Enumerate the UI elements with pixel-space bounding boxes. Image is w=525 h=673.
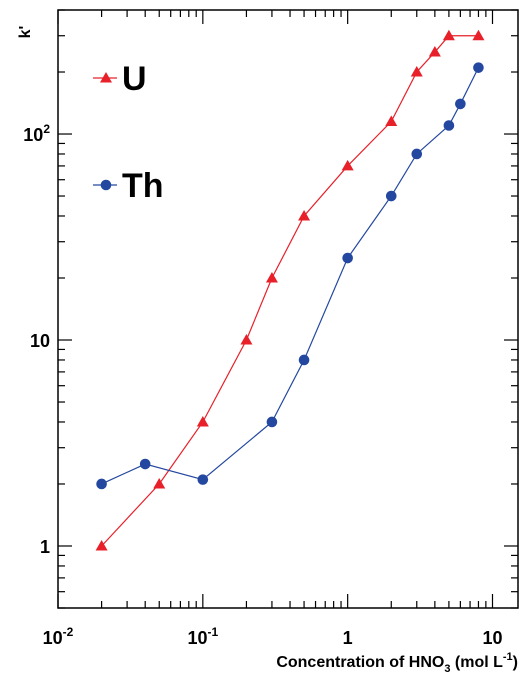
data-point-u bbox=[428, 46, 441, 57]
legend-label-th: Th bbox=[122, 167, 164, 205]
data-point-th bbox=[96, 478, 107, 490]
legend-marker-th bbox=[100, 179, 112, 191]
y-tick-label: 10 bbox=[30, 331, 50, 351]
x-tick-label: 10-2 bbox=[43, 625, 74, 648]
data-point-u bbox=[298, 209, 311, 221]
series-u-line bbox=[101, 35, 479, 547]
legend: U Th bbox=[93, 60, 164, 205]
data-point-th bbox=[139, 458, 151, 470]
axis-ticks bbox=[57, 9, 518, 609]
series-layer bbox=[95, 29, 485, 551]
data-point-th bbox=[298, 354, 310, 366]
series-th bbox=[96, 62, 484, 490]
data-point-u bbox=[240, 334, 253, 345]
x-tick-label: 10-1 bbox=[187, 625, 218, 648]
data-point-u bbox=[442, 29, 455, 41]
data-point-u bbox=[410, 66, 423, 77]
data-point-u bbox=[341, 159, 354, 171]
legend-marker-u bbox=[100, 72, 112, 83]
data-point-th bbox=[197, 474, 209, 485]
x-axis-label-prefix: Concentration of HNO bbox=[276, 654, 444, 671]
legend-label-u: U bbox=[122, 60, 147, 98]
x-axis-label-subscript: 3 bbox=[444, 663, 450, 673]
data-point-th bbox=[385, 190, 397, 202]
data-point-u bbox=[472, 29, 485, 41]
x-axis-label-unit-open: (mol L bbox=[450, 654, 503, 671]
data-point-th bbox=[473, 62, 484, 73]
data-point-th bbox=[342, 252, 353, 264]
x-tick-label: 1 bbox=[343, 628, 353, 648]
data-point-u bbox=[153, 477, 166, 489]
y-tick-label: 102 bbox=[23, 122, 50, 145]
data-point-u bbox=[265, 271, 278, 283]
x-axis-label: Concentration of HNO3 (mol L-1) bbox=[276, 651, 518, 673]
tick-labels: 10-2 10-1 1 10 1 10 102 bbox=[23, 122, 502, 648]
y-axis-label: k' bbox=[17, 26, 34, 39]
data-point-u bbox=[385, 115, 398, 127]
data-point-th bbox=[455, 98, 466, 110]
series-th-line bbox=[101, 67, 479, 485]
x-tick-label: 10 bbox=[482, 628, 502, 648]
x-axis-label-unit-close: ) bbox=[513, 654, 518, 671]
data-point-u bbox=[95, 539, 108, 551]
series-u bbox=[95, 29, 485, 551]
data-point-u bbox=[196, 415, 209, 427]
data-point-th bbox=[411, 148, 423, 160]
plot-frame bbox=[57, 9, 519, 609]
x-axis-label-unit-sup: -1 bbox=[503, 651, 513, 663]
data-point-th bbox=[266, 416, 278, 428]
data-point-th bbox=[443, 120, 455, 131]
y-tick-label: 1 bbox=[40, 537, 50, 557]
